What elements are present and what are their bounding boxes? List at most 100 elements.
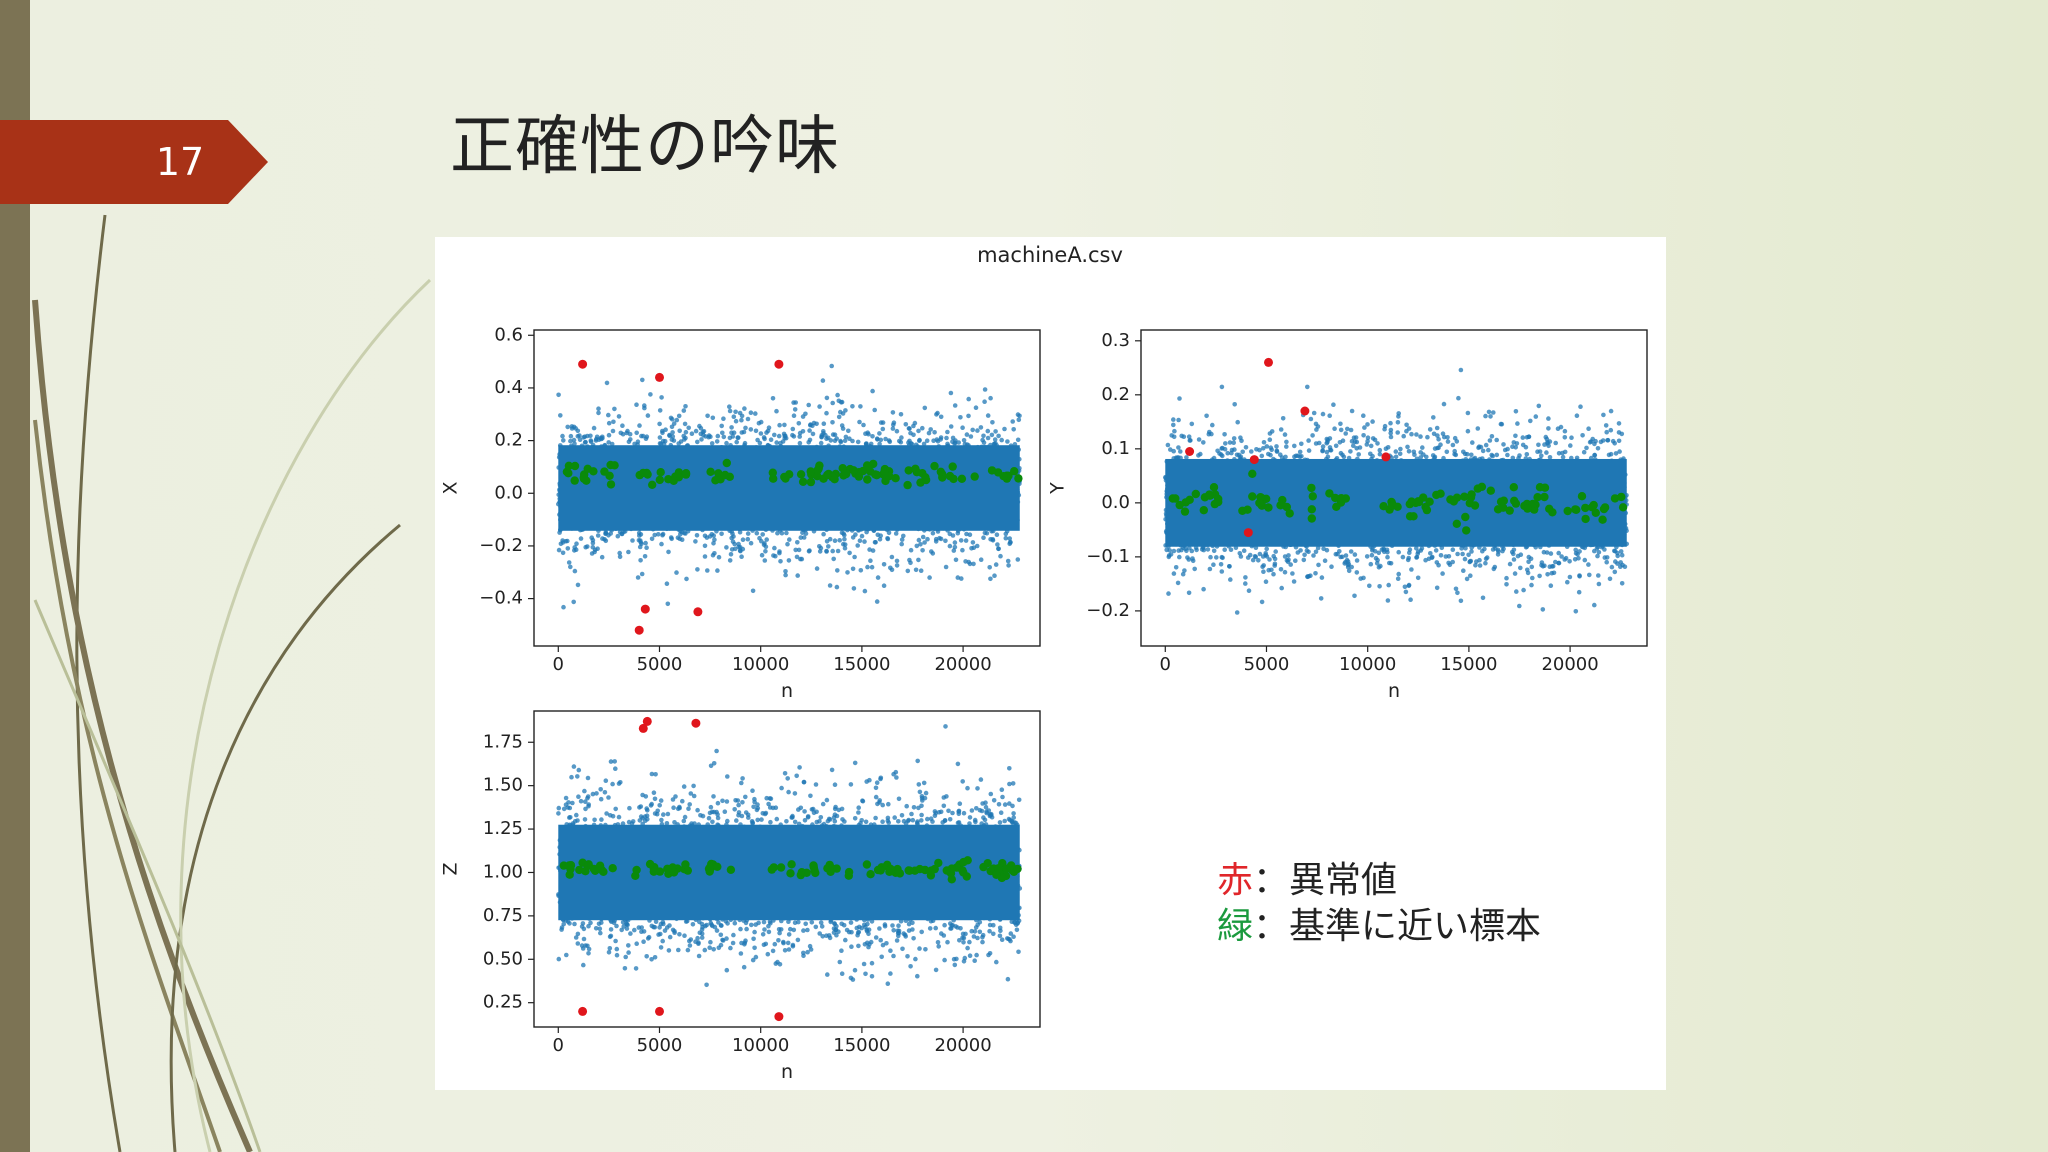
near-reference-point <box>564 469 573 478</box>
data-point <box>1352 552 1358 557</box>
data-point <box>1349 408 1355 414</box>
data-point <box>765 428 771 434</box>
data-point <box>1209 431 1214 437</box>
data-point <box>561 438 566 443</box>
data-point <box>842 545 848 551</box>
near-reference-point <box>648 480 657 489</box>
data-point <box>679 537 685 542</box>
data-point <box>800 429 806 434</box>
data-point <box>1540 607 1546 612</box>
data-point <box>739 554 744 559</box>
data-point <box>893 531 899 536</box>
near-reference-point <box>903 480 912 490</box>
data-point <box>1444 449 1450 455</box>
data-point <box>922 540 927 545</box>
data-point <box>1526 559 1531 565</box>
data-point <box>656 532 661 537</box>
data-point <box>1395 576 1401 581</box>
data-point <box>966 396 971 402</box>
data-point <box>568 564 573 570</box>
data-point <box>877 441 882 447</box>
data-point <box>912 420 918 426</box>
data-point <box>1280 416 1286 421</box>
data-point <box>881 583 887 588</box>
data-point <box>920 425 925 431</box>
data-point <box>573 547 579 552</box>
data-point <box>762 436 767 442</box>
data-point <box>981 433 986 439</box>
data-point <box>1229 447 1235 453</box>
data-point <box>1320 411 1326 417</box>
data-point <box>1607 576 1613 582</box>
data-point <box>994 532 1000 537</box>
data-point <box>642 554 648 559</box>
subplot-y: 0 5000 10000 15000 20000−0.2−0.10.00.10.20.3… <box>1047 329 1648 702</box>
data-point <box>1214 555 1219 560</box>
data-point <box>748 410 754 415</box>
near-reference-point <box>936 467 945 476</box>
data-point <box>824 395 830 401</box>
data-point <box>837 538 842 543</box>
data-point <box>577 433 582 438</box>
x-tick-label: 10000 <box>732 654 789 675</box>
data-point <box>1427 427 1433 432</box>
data-point <box>943 564 949 570</box>
data-point <box>582 440 588 445</box>
data-point <box>974 543 980 549</box>
data-point <box>1254 447 1259 452</box>
data-point <box>1338 427 1344 433</box>
data-point <box>869 564 875 570</box>
data-point <box>702 554 708 559</box>
data-point <box>712 537 717 542</box>
data-point <box>1483 413 1488 419</box>
x-tick-label: 0 <box>553 654 564 675</box>
data-point <box>830 420 835 425</box>
data-point <box>958 415 963 420</box>
data-point <box>1406 555 1411 561</box>
data-point <box>1618 549 1624 554</box>
data-point <box>966 413 971 419</box>
data-point <box>820 378 826 383</box>
data-point <box>731 430 737 435</box>
data-point <box>677 428 682 434</box>
data-point <box>858 568 864 573</box>
data-point <box>824 548 829 554</box>
data-point <box>618 430 624 436</box>
data-point <box>739 417 744 423</box>
data-point <box>899 537 905 542</box>
data-point <box>1005 558 1011 564</box>
data-point <box>1515 421 1520 426</box>
data-point <box>838 438 843 444</box>
near-reference-point <box>863 475 872 484</box>
near-reference-point <box>813 472 822 481</box>
data-point <box>898 439 904 445</box>
data-point <box>806 402 811 408</box>
data-point <box>857 538 863 543</box>
data-point <box>795 540 800 545</box>
near-reference-point <box>911 464 920 473</box>
data-point <box>826 544 831 549</box>
data-point <box>821 421 827 426</box>
data-point <box>824 436 829 441</box>
data-point <box>829 363 834 369</box>
data-point <box>753 411 758 416</box>
data-point <box>612 406 617 412</box>
data-point <box>971 561 976 567</box>
data-point <box>920 548 925 553</box>
data-point <box>944 435 949 441</box>
data-point <box>1180 571 1186 577</box>
data-point <box>1313 549 1319 555</box>
data-point <box>1332 426 1337 431</box>
near-reference-point <box>865 467 875 476</box>
data-point <box>914 543 920 549</box>
data-point <box>1504 582 1509 587</box>
data-point <box>834 436 839 441</box>
data-point <box>674 570 679 575</box>
data-point <box>1548 583 1554 588</box>
data-point <box>695 439 700 445</box>
data-point <box>975 428 980 433</box>
data-point <box>590 545 596 550</box>
data-point <box>1006 563 1011 568</box>
data-point <box>987 565 992 570</box>
data-point <box>952 403 958 408</box>
